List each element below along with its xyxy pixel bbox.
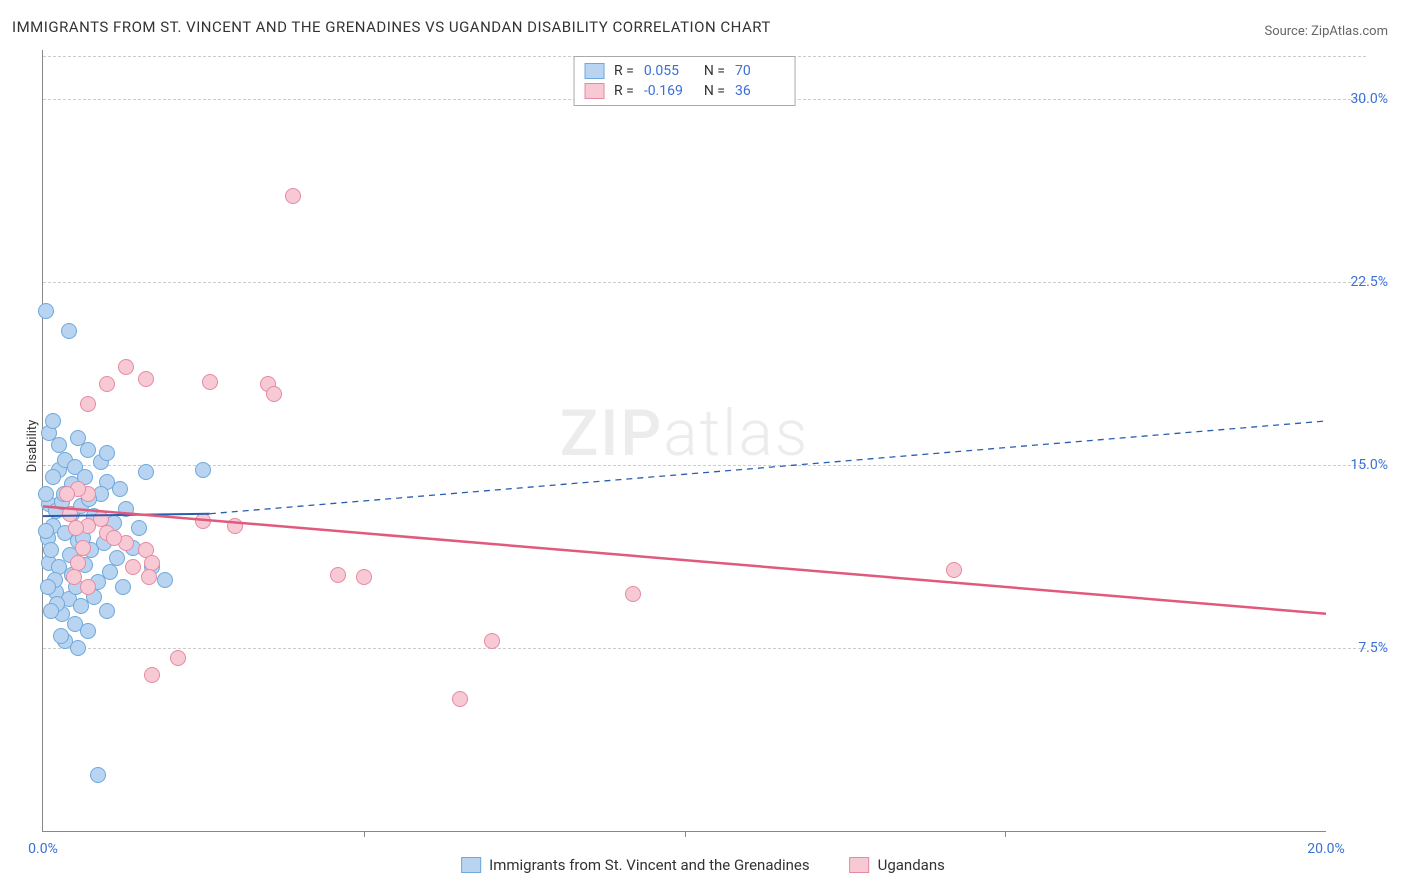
scatter-point (356, 569, 372, 585)
bottom-legend: Immigrants from St. Vincent and the Gren… (461, 856, 945, 874)
stats-legend: R = 0.055 N = 70 R = -0.169 N = 36 (573, 56, 796, 106)
chart-title: IMMIGRANTS FROM ST. VINCENT AND THE GREN… (12, 18, 771, 36)
legend-label-2: Ugandans (878, 856, 945, 874)
gridline-h (43, 282, 1366, 283)
source-attribution: Source: ZipAtlas.com (1264, 24, 1388, 39)
scatter-point (70, 430, 86, 446)
scatter-point (75, 540, 91, 556)
scatter-point (131, 520, 147, 536)
scatter-point (625, 586, 641, 602)
scatter-point (51, 437, 67, 453)
plot-area: ZIPatlas R = 0.055 N = 70 R = -0.169 N =… (42, 50, 1326, 832)
stats-row-2: R = -0.169 N = 36 (584, 81, 785, 101)
scatter-point (53, 628, 69, 644)
scatter-point (330, 567, 346, 583)
scatter-point (38, 523, 54, 539)
legend-item-1: Immigrants from St. Vincent and the Gren… (461, 856, 809, 874)
scatter-point (946, 562, 962, 578)
scatter-point (138, 371, 154, 387)
gridline-h (43, 648, 1366, 649)
scatter-point (38, 303, 54, 319)
scatter-point (170, 650, 186, 666)
y-tick-label: 22.5% (1334, 274, 1388, 290)
r-value-2: -0.169 (644, 83, 694, 99)
scatter-point (70, 640, 86, 656)
scatter-point (99, 603, 115, 619)
n-value-2: 36 (735, 83, 785, 99)
swatch-series-2b (850, 857, 870, 873)
scatter-point (106, 530, 122, 546)
scatter-point (80, 623, 96, 639)
watermark: ZIPatlas (560, 396, 810, 471)
y-tick-label: 30.0% (1334, 91, 1388, 107)
stats-row-1: R = 0.055 N = 70 (584, 61, 785, 81)
gridline-h (43, 465, 1366, 466)
scatter-point (70, 555, 86, 571)
r-value-1: 0.055 (644, 63, 694, 79)
x-tick-mark (364, 831, 365, 837)
scatter-point (285, 188, 301, 204)
scatter-point (484, 633, 500, 649)
scatter-point (144, 555, 160, 571)
scatter-point (90, 767, 106, 783)
scatter-point (202, 374, 218, 390)
scatter-point (45, 413, 61, 429)
scatter-point (112, 481, 128, 497)
scatter-point (38, 486, 54, 502)
scatter-point (266, 386, 282, 402)
scatter-point (115, 579, 131, 595)
scatter-point (80, 396, 96, 412)
scatter-point (195, 462, 211, 478)
x-tick-label: 0.0% (28, 841, 58, 857)
scatter-point (93, 511, 109, 527)
scatter-point (144, 667, 160, 683)
scatter-point (40, 579, 56, 595)
x-tick-mark (1005, 831, 1006, 837)
scatter-point (43, 603, 59, 619)
scatter-point (61, 323, 77, 339)
scatter-point (99, 445, 115, 461)
scatter-point (118, 359, 134, 375)
scatter-point (125, 559, 141, 575)
legend-item-2: Ugandans (850, 856, 945, 874)
scatter-point (80, 579, 96, 595)
scatter-point (99, 376, 115, 392)
swatch-series-1 (584, 63, 604, 79)
x-tick-label: 20.0% (1307, 841, 1345, 857)
y-tick-label: 7.5% (1334, 640, 1388, 656)
scatter-point (157, 572, 173, 588)
scatter-point (68, 520, 84, 536)
scatter-point (452, 691, 468, 707)
legend-label-1: Immigrants from St. Vincent and the Gren… (489, 856, 809, 874)
scatter-point (118, 501, 134, 517)
swatch-series-1b (461, 857, 481, 873)
scatter-point (62, 506, 78, 522)
scatter-point (43, 542, 59, 558)
y-axis-label: Disability (25, 420, 40, 473)
n-value-1: 70 (735, 63, 785, 79)
x-tick-mark (685, 831, 686, 837)
scatter-point (45, 469, 61, 485)
trend-lines (43, 50, 1326, 831)
swatch-series-2 (584, 83, 604, 99)
scatter-point (66, 569, 82, 585)
scatter-point (138, 464, 154, 480)
scatter-point (141, 569, 157, 585)
scatter-point (102, 564, 118, 580)
y-tick-label: 15.0% (1334, 457, 1388, 473)
scatter-point (59, 486, 75, 502)
scatter-point (227, 518, 243, 534)
scatter-point (109, 550, 125, 566)
scatter-point (195, 513, 211, 529)
